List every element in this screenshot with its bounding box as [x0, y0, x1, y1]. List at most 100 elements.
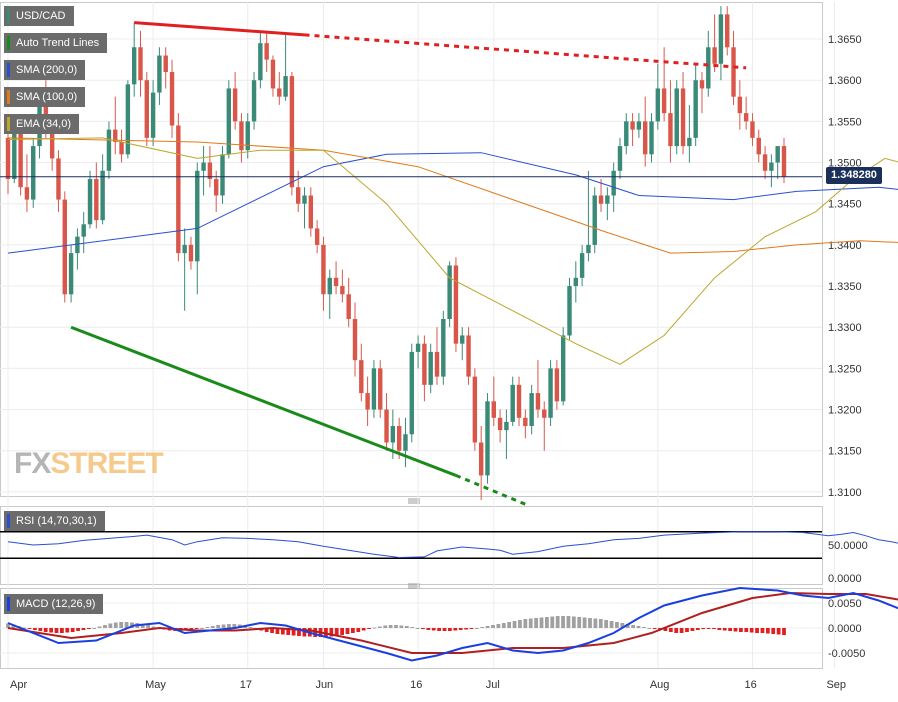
candle-body	[743, 113, 749, 122]
macd-histogram-bar	[189, 628, 194, 630]
x-tick-label: Aug	[650, 679, 670, 691]
candle-body	[567, 286, 572, 336]
candle-body	[649, 121, 654, 155]
macd-histogram-bar	[140, 624, 145, 628]
macd-signal-line	[7, 591, 898, 654]
macd-histogram-bar	[501, 623, 506, 628]
rsi-label: RSI (14,70,30,1)	[16, 515, 97, 527]
candle-body	[333, 277, 339, 287]
macd-histogram-bar	[394, 625, 398, 628]
y-tick-label: 1.3600	[828, 75, 862, 87]
legend-rsi[interactable]: RSI (14,70,30,1)	[4, 511, 105, 531]
candle-body	[548, 368, 553, 418]
candle-body	[731, 47, 736, 97]
candle-body	[113, 129, 118, 142]
sma200-swatch-icon	[7, 63, 10, 77]
macd-histogram-bar	[437, 628, 441, 631]
macd-histogram-bar	[49, 628, 53, 633]
macd-histogram-bar	[264, 628, 269, 632]
candle-body	[213, 179, 219, 196]
candle-body	[422, 343, 427, 385]
macd-histogram-bar	[615, 622, 619, 628]
macd-histogram-bar	[722, 628, 727, 631]
macd-histogram-bar	[523, 619, 528, 628]
sma100-label: SMA (100,0)	[16, 91, 78, 103]
y-tick-label: 1.3100	[828, 487, 862, 499]
macd-histogram-bar	[119, 622, 124, 628]
candle-body	[523, 417, 528, 427]
x-tick-label: May	[145, 679, 166, 691]
trend-swatch-icon	[7, 36, 10, 50]
macd-histogram-bar	[38, 628, 43, 631]
candle-body	[535, 393, 541, 410]
legend-ema34[interactable]: EMA (34,0)	[4, 114, 80, 134]
macd-histogram-bar	[200, 628, 204, 629]
candle-body	[674, 88, 679, 147]
candle-body	[699, 80, 705, 89]
y-tick-label: 1.3400	[828, 240, 862, 252]
macd-histogram-bar	[415, 628, 420, 629]
candle-body	[560, 335, 566, 402]
candle-body	[125, 84, 131, 155]
candle-body	[327, 277, 332, 295]
candle-body	[283, 76, 288, 97]
candle-body	[472, 376, 478, 443]
macd-histogram-bar	[453, 628, 458, 631]
candle-body	[308, 195, 314, 229]
candle-body	[453, 265, 459, 344]
candle-body	[655, 88, 661, 122]
macd-histogram-bar	[313, 628, 318, 637]
macd-histogram-bar	[647, 628, 652, 629]
candle-body	[359, 360, 364, 394]
macd-histogram-bar	[275, 628, 280, 634]
macd-histogram-bar	[739, 628, 743, 632]
macd-histogram-bar	[577, 617, 582, 628]
macd-histogram-bar	[227, 624, 231, 628]
macd-histogram-bar	[668, 628, 673, 632]
candle-body	[542, 409, 547, 418]
legend-trend-lines[interactable]: Auto Trend Lines	[4, 33, 108, 53]
macd-histogram-bar	[108, 623, 113, 628]
macd-histogram-bar	[448, 628, 452, 631]
macd-histogram-bar	[404, 626, 409, 628]
legend-macd[interactable]: MACD (12,26,9)	[4, 594, 104, 614]
legend-sma100[interactable]: SMA (100,0)	[4, 87, 86, 107]
macd-histogram-bar	[604, 620, 609, 628]
candle-body	[554, 368, 560, 402]
legend-sma200[interactable]: SMA (200,0)	[4, 60, 86, 80]
y-tick-label: 1.3450	[828, 199, 862, 211]
x-tick-label: Jun	[315, 679, 333, 691]
macd-histogram-bar	[765, 628, 770, 634]
candle-body	[188, 244, 194, 262]
logo-street: STREET	[50, 447, 163, 480]
macd-histogram-bar	[555, 616, 560, 628]
rsi-tick-label: 0.0000	[828, 573, 862, 585]
trend-line-resistance-projection	[304, 33, 747, 70]
candle-body	[693, 80, 698, 138]
macd-histogram-bar	[518, 620, 522, 628]
sma100-line	[7, 137, 898, 254]
candle-body	[415, 343, 421, 352]
ema34-swatch-icon	[7, 117, 10, 131]
macd-histogram-bar	[755, 628, 759, 633]
y-tick-label: 1.3650	[828, 34, 862, 46]
candle-body	[100, 170, 105, 221]
legend-symbol[interactable]: USD/CAD	[4, 6, 74, 26]
macd-histogram-bar	[593, 618, 598, 628]
macd-swatch-icon	[7, 597, 10, 611]
macd-histogram-bar	[469, 628, 474, 629]
macd-histogram-bar	[210, 626, 215, 628]
macd-histogram-bar	[399, 625, 404, 628]
candle-body	[163, 55, 168, 72]
candle-body	[378, 368, 383, 410]
macd-histogram-bar	[11, 624, 16, 628]
candle-body	[403, 434, 408, 451]
candle-body	[516, 384, 522, 418]
candle-body	[491, 401, 496, 418]
candle-body	[485, 401, 490, 476]
macd-histogram-bar	[534, 618, 538, 628]
macd-histogram-bar	[367, 628, 371, 629]
macd-histogram-bar	[512, 621, 517, 628]
macd-histogram-bar	[377, 626, 382, 628]
candle-body	[409, 351, 414, 435]
